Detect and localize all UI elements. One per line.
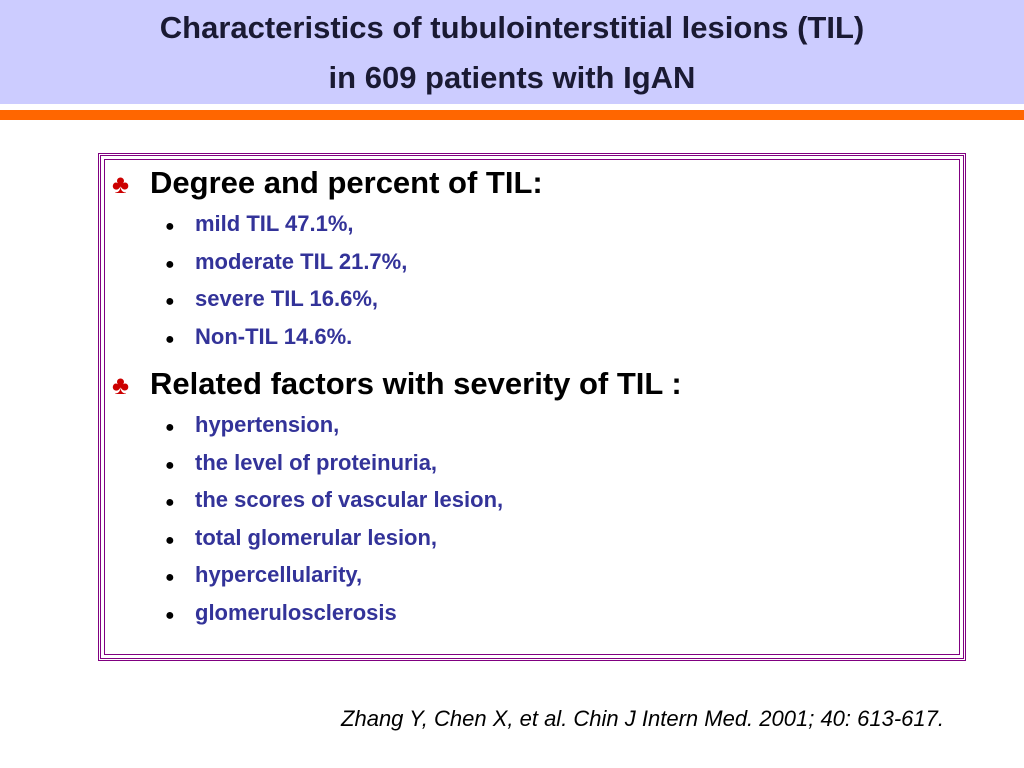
- bullet: ♣: [112, 370, 130, 400]
- bullet: ●: [165, 218, 175, 235]
- list-item-text: glomerulosclerosis: [195, 599, 397, 625]
- bullet: ●: [165, 255, 175, 273]
- list-item: ● mild TIL 47.1%,: [165, 211, 354, 237]
- list-item: ● hypercellularity,: [165, 562, 362, 588]
- list-item-text: hypertension,: [195, 412, 340, 437]
- list-item-text: Non-TIL 14.6%.: [195, 323, 353, 349]
- list-item-text: the scores of vascular lesion,: [195, 487, 504, 512]
- bullet: ●: [165, 330, 175, 348]
- title: Characteristics of tubulointerstitial le…: [0, 10, 1024, 46]
- title-text: Characteristics of tubulointerstitial le…: [159, 10, 865, 45]
- list-item-text: mild TIL 47.1%,: [195, 211, 354, 236]
- content-box: [98, 153, 966, 661]
- list-item-text: the level of proteinuria,: [195, 449, 438, 475]
- list-item: ● hypertension,: [165, 412, 339, 438]
- bullet: ●: [165, 531, 175, 549]
- header-stripe: [0, 110, 1024, 120]
- list-item-text: total glomerular lesion,: [195, 524, 438, 550]
- list-item: ● the scores of vascular lesion,: [165, 487, 503, 513]
- list-item-text: moderate TIL 21.7%,: [195, 248, 408, 274]
- list-item: ● moderate TIL 21.7%,: [165, 249, 407, 275]
- section-heading: ♣ Degree and percent of TIL:: [112, 165, 543, 201]
- title-text: in 609 patients with IgAN: [328, 60, 696, 95]
- bullet: ●: [165, 569, 175, 586]
- bullet: ●: [165, 293, 175, 310]
- bullet: ●: [165, 419, 175, 436]
- list-item: ● Non-TIL 14.6%.: [165, 324, 352, 350]
- bullet: ●: [165, 456, 175, 474]
- list-item: ● total glomerular lesion,: [165, 525, 437, 551]
- list-item: ● the level of proteinuria,: [165, 450, 437, 476]
- section-heading-text: Related factors with severity of TIL :: [150, 366, 682, 401]
- section-heading-text: Degree and percent of TIL:: [150, 165, 543, 200]
- list-item-text: severe TIL 16.6%,: [195, 286, 379, 311]
- header-band: [0, 0, 1024, 104]
- bullet: ♣: [112, 169, 130, 199]
- list-item: ● severe TIL 16.6%,: [165, 286, 378, 312]
- citation: Zhang Y, Chen X, et al. Chin J Intern Me…: [341, 706, 944, 731]
- title: in 609 patients with IgAN: [0, 60, 1024, 96]
- section-heading: ♣ Related factors with severity of TIL :: [112, 366, 682, 402]
- list-item-text: hypercellularity,: [195, 562, 363, 587]
- list-item: ● glomerulosclerosis: [165, 600, 397, 626]
- bullet: ●: [165, 494, 175, 511]
- bullet: ●: [165, 606, 175, 624]
